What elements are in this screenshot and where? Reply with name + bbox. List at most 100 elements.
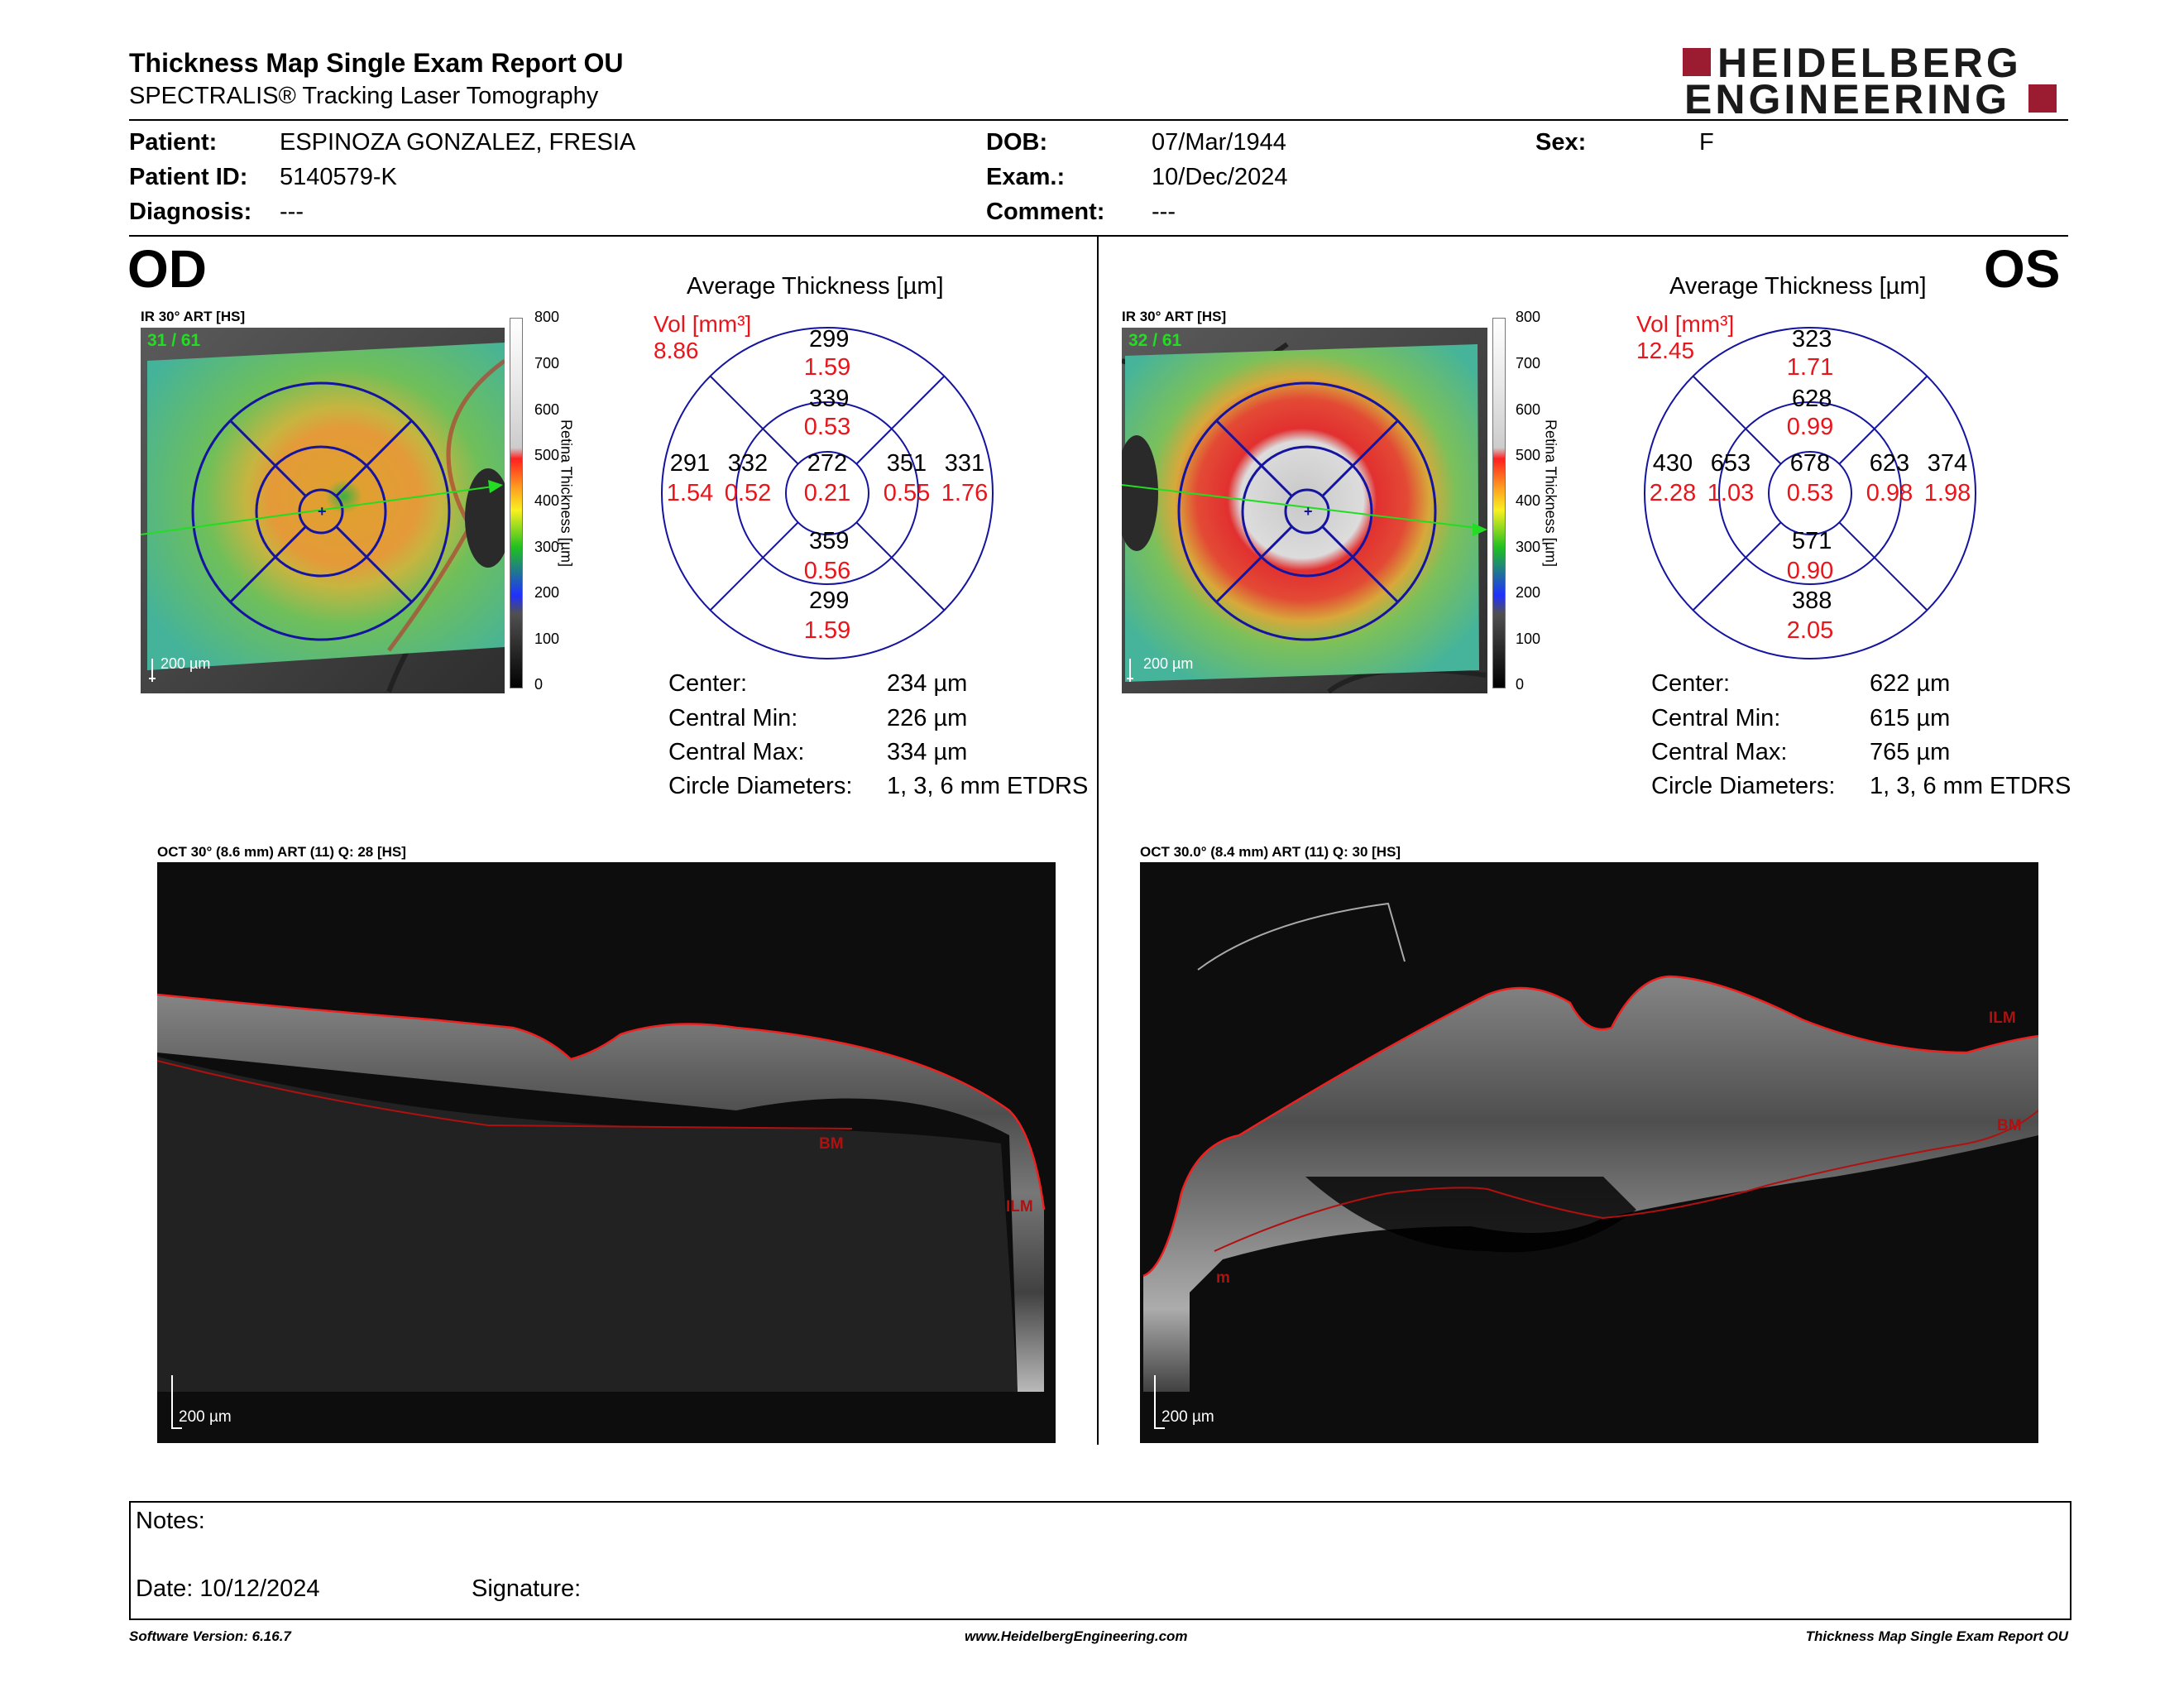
eye-os-label: OS <box>1984 239 2061 299</box>
os-vol-total: 12.45 <box>1636 338 1695 363</box>
os-center-label: Center: <box>1651 670 1731 697</box>
os-inner-nas-volume: 0.98 <box>1866 480 1913 506</box>
os-inner-temp-thickness: 653 <box>1710 450 1751 477</box>
os-inner-sup-volume: 0.99 <box>1786 414 1834 440</box>
notes-box[interactable]: Notes: Date: 10/12/2024 Signature: <box>129 1501 2071 1620</box>
notes-date: Date: 10/12/2024 <box>136 1575 320 1602</box>
os-inner-sup-thickness: 628 <box>1792 386 1832 412</box>
footer-report-name: Thickness Map Single Exam Report OU <box>1805 1628 2068 1644</box>
od-inner-nas-thickness: 351 <box>886 450 927 477</box>
scale-tick: 600 <box>1516 401 1541 418</box>
diagnosis-value: --- <box>280 199 304 225</box>
od-vol-total: 8.86 <box>654 338 699 363</box>
od-inner-nas-volume: 0.55 <box>883 480 931 506</box>
od-inner-temp-volume: 0.52 <box>724 480 772 506</box>
notes-signature: Signature: <box>472 1575 582 1602</box>
dob-label: DOB: <box>986 129 1048 156</box>
os-color-scale <box>1492 318 1534 688</box>
od-inner-sup-thickness: 339 <box>809 386 850 412</box>
os-outer-temp-volume: 2.28 <box>1649 480 1697 506</box>
os-center-thickness: 678 <box>1789 450 1831 477</box>
center-divider <box>1097 237 1099 1445</box>
eye-od-label: OD <box>127 239 207 299</box>
os-center-value: 622 µm <box>1870 670 1951 697</box>
od-avg-title: Average Thickness [µm] <box>687 273 944 300</box>
od-diam-value: 1, 3, 6 mm ETDRS <box>887 773 1089 799</box>
os-layer-bm: BM <box>1997 1117 2022 1134</box>
os-outer-sup-thickness: 323 <box>1792 326 1832 352</box>
od-outer-temp-volume: 1.54 <box>666 480 714 506</box>
od-inner-sup-volume: 0.53 <box>803 414 851 440</box>
od-layer-bm: BM <box>819 1135 844 1153</box>
scale-tick: 400 <box>534 492 560 509</box>
od-thickness-map: + <box>140 328 511 693</box>
od-oct-scan <box>156 862 1056 1443</box>
os-outer-inf-thickness: 388 <box>1792 587 1832 614</box>
sex-label: Sex: <box>1535 129 1587 156</box>
od-outer-inf-volume: 1.59 <box>803 617 851 644</box>
od-inner-inf-volume: 0.56 <box>803 558 851 584</box>
os-avg-title: Average Thickness [µm] <box>1669 273 1927 300</box>
heidelberg-logo: HEIDELBERG ENGINEERING <box>1683 40 2063 120</box>
od-oct-scale: 200 µm <box>179 1408 232 1426</box>
os-max-label: Central Max: <box>1651 739 1788 765</box>
od-center-thickness: 272 <box>807 450 848 477</box>
scale-tick: 100 <box>534 631 560 647</box>
sex-value: F <box>1699 129 1714 156</box>
os-layer-m: m <box>1216 1269 1230 1287</box>
os-inner-inf-volume: 0.90 <box>1786 558 1834 584</box>
os-diam-value: 1, 3, 6 mm ETDRS <box>1870 773 2071 799</box>
os-outer-nas-thickness: 374 <box>1927 450 1968 477</box>
od-diam-label: Circle Diameters: <box>668 773 853 799</box>
scale-tick: 500 <box>534 447 560 463</box>
od-scale-axis-label: Retina Thickness [µm] <box>558 419 575 568</box>
os-oct-scale: 200 µm <box>1161 1408 1214 1426</box>
od-sector-values: 299 1.59 339 0.53 291 1.54 332 0.52 272 … <box>662 326 993 657</box>
patient-name: ESPINOZA GONZALEZ, FRESIA <box>280 129 636 156</box>
od-outer-nas-volume: 1.76 <box>941 480 989 506</box>
os-inner-nas-thickness: 623 <box>1869 450 1910 477</box>
logo-square-icon <box>1683 48 1711 76</box>
os-inner-temp-volume: 1.03 <box>1707 480 1755 506</box>
footer-software-version: Software Version: 6.16.7 <box>129 1628 291 1644</box>
notes-label: Notes: <box>136 1508 205 1534</box>
od-min-label: Central Min: <box>668 705 798 731</box>
od-outer-nas-thickness: 331 <box>944 450 985 477</box>
od-oct-label: OCT 30° (8.6 mm) ART (11) Q: 28 [HS] <box>157 844 406 860</box>
scale-tick: 0 <box>1516 676 1525 693</box>
od-center-volume: 0.21 <box>803 480 851 506</box>
scale-tick: 800 <box>534 309 560 325</box>
os-min-label: Central Min: <box>1651 705 1781 731</box>
scale-tick: 200 <box>534 584 560 601</box>
os-diam-label: Circle Diameters: <box>1651 773 1836 799</box>
patient-label: Patient: <box>129 129 218 156</box>
scale-tick: 200 <box>1516 584 1541 601</box>
os-ir-scale: 200 µm <box>1143 655 1194 672</box>
svg-text:+: + <box>318 503 327 520</box>
os-ir-label: IR 30° ART [HS] <box>1122 309 1227 324</box>
patient-id-label: Patient ID: <box>129 164 248 190</box>
comment-label: Comment: <box>986 199 1105 225</box>
logo-line1: HEIDELBERG <box>1717 40 2022 86</box>
scale-tick: 700 <box>1516 355 1541 372</box>
od-color-scale <box>510 318 551 688</box>
od-outer-sup-thickness: 299 <box>809 326 850 352</box>
od-inner-temp-thickness: 332 <box>727 450 769 477</box>
od-outer-temp-thickness: 291 <box>669 450 711 477</box>
os-ir-overlay: 32 / 61 <box>1128 331 1182 350</box>
svg-text:+: + <box>1304 503 1313 520</box>
footer-website-link[interactable]: www.HeidelbergEngineering.com <box>965 1628 1188 1644</box>
scale-tick: 0 <box>534 676 544 693</box>
scale-tick: 300 <box>534 539 560 555</box>
exam-value: 10/Dec/2024 <box>1152 164 1288 190</box>
os-oct-label: OCT 30.0° (8.4 mm) ART (11) Q: 30 [HS] <box>1140 844 1401 860</box>
scale-tick: 700 <box>534 355 560 372</box>
diagnosis-label: Diagnosis: <box>129 199 252 225</box>
report-subtitle: SPECTRALIS® Tracking Laser Tomography <box>129 83 599 109</box>
od-layer-ilm: ILM <box>1006 1198 1033 1216</box>
od-center-value: 234 µm <box>887 670 968 697</box>
od-vol-label: Vol [mm³] <box>654 311 752 337</box>
scale-tick: 300 <box>1516 539 1541 555</box>
os-outer-temp-thickness: 430 <box>1652 450 1693 477</box>
exam-label: Exam.: <box>986 164 1066 190</box>
